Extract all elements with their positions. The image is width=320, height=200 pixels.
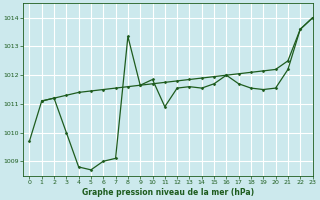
X-axis label: Graphe pression niveau de la mer (hPa): Graphe pression niveau de la mer (hPa) xyxy=(82,188,254,197)
